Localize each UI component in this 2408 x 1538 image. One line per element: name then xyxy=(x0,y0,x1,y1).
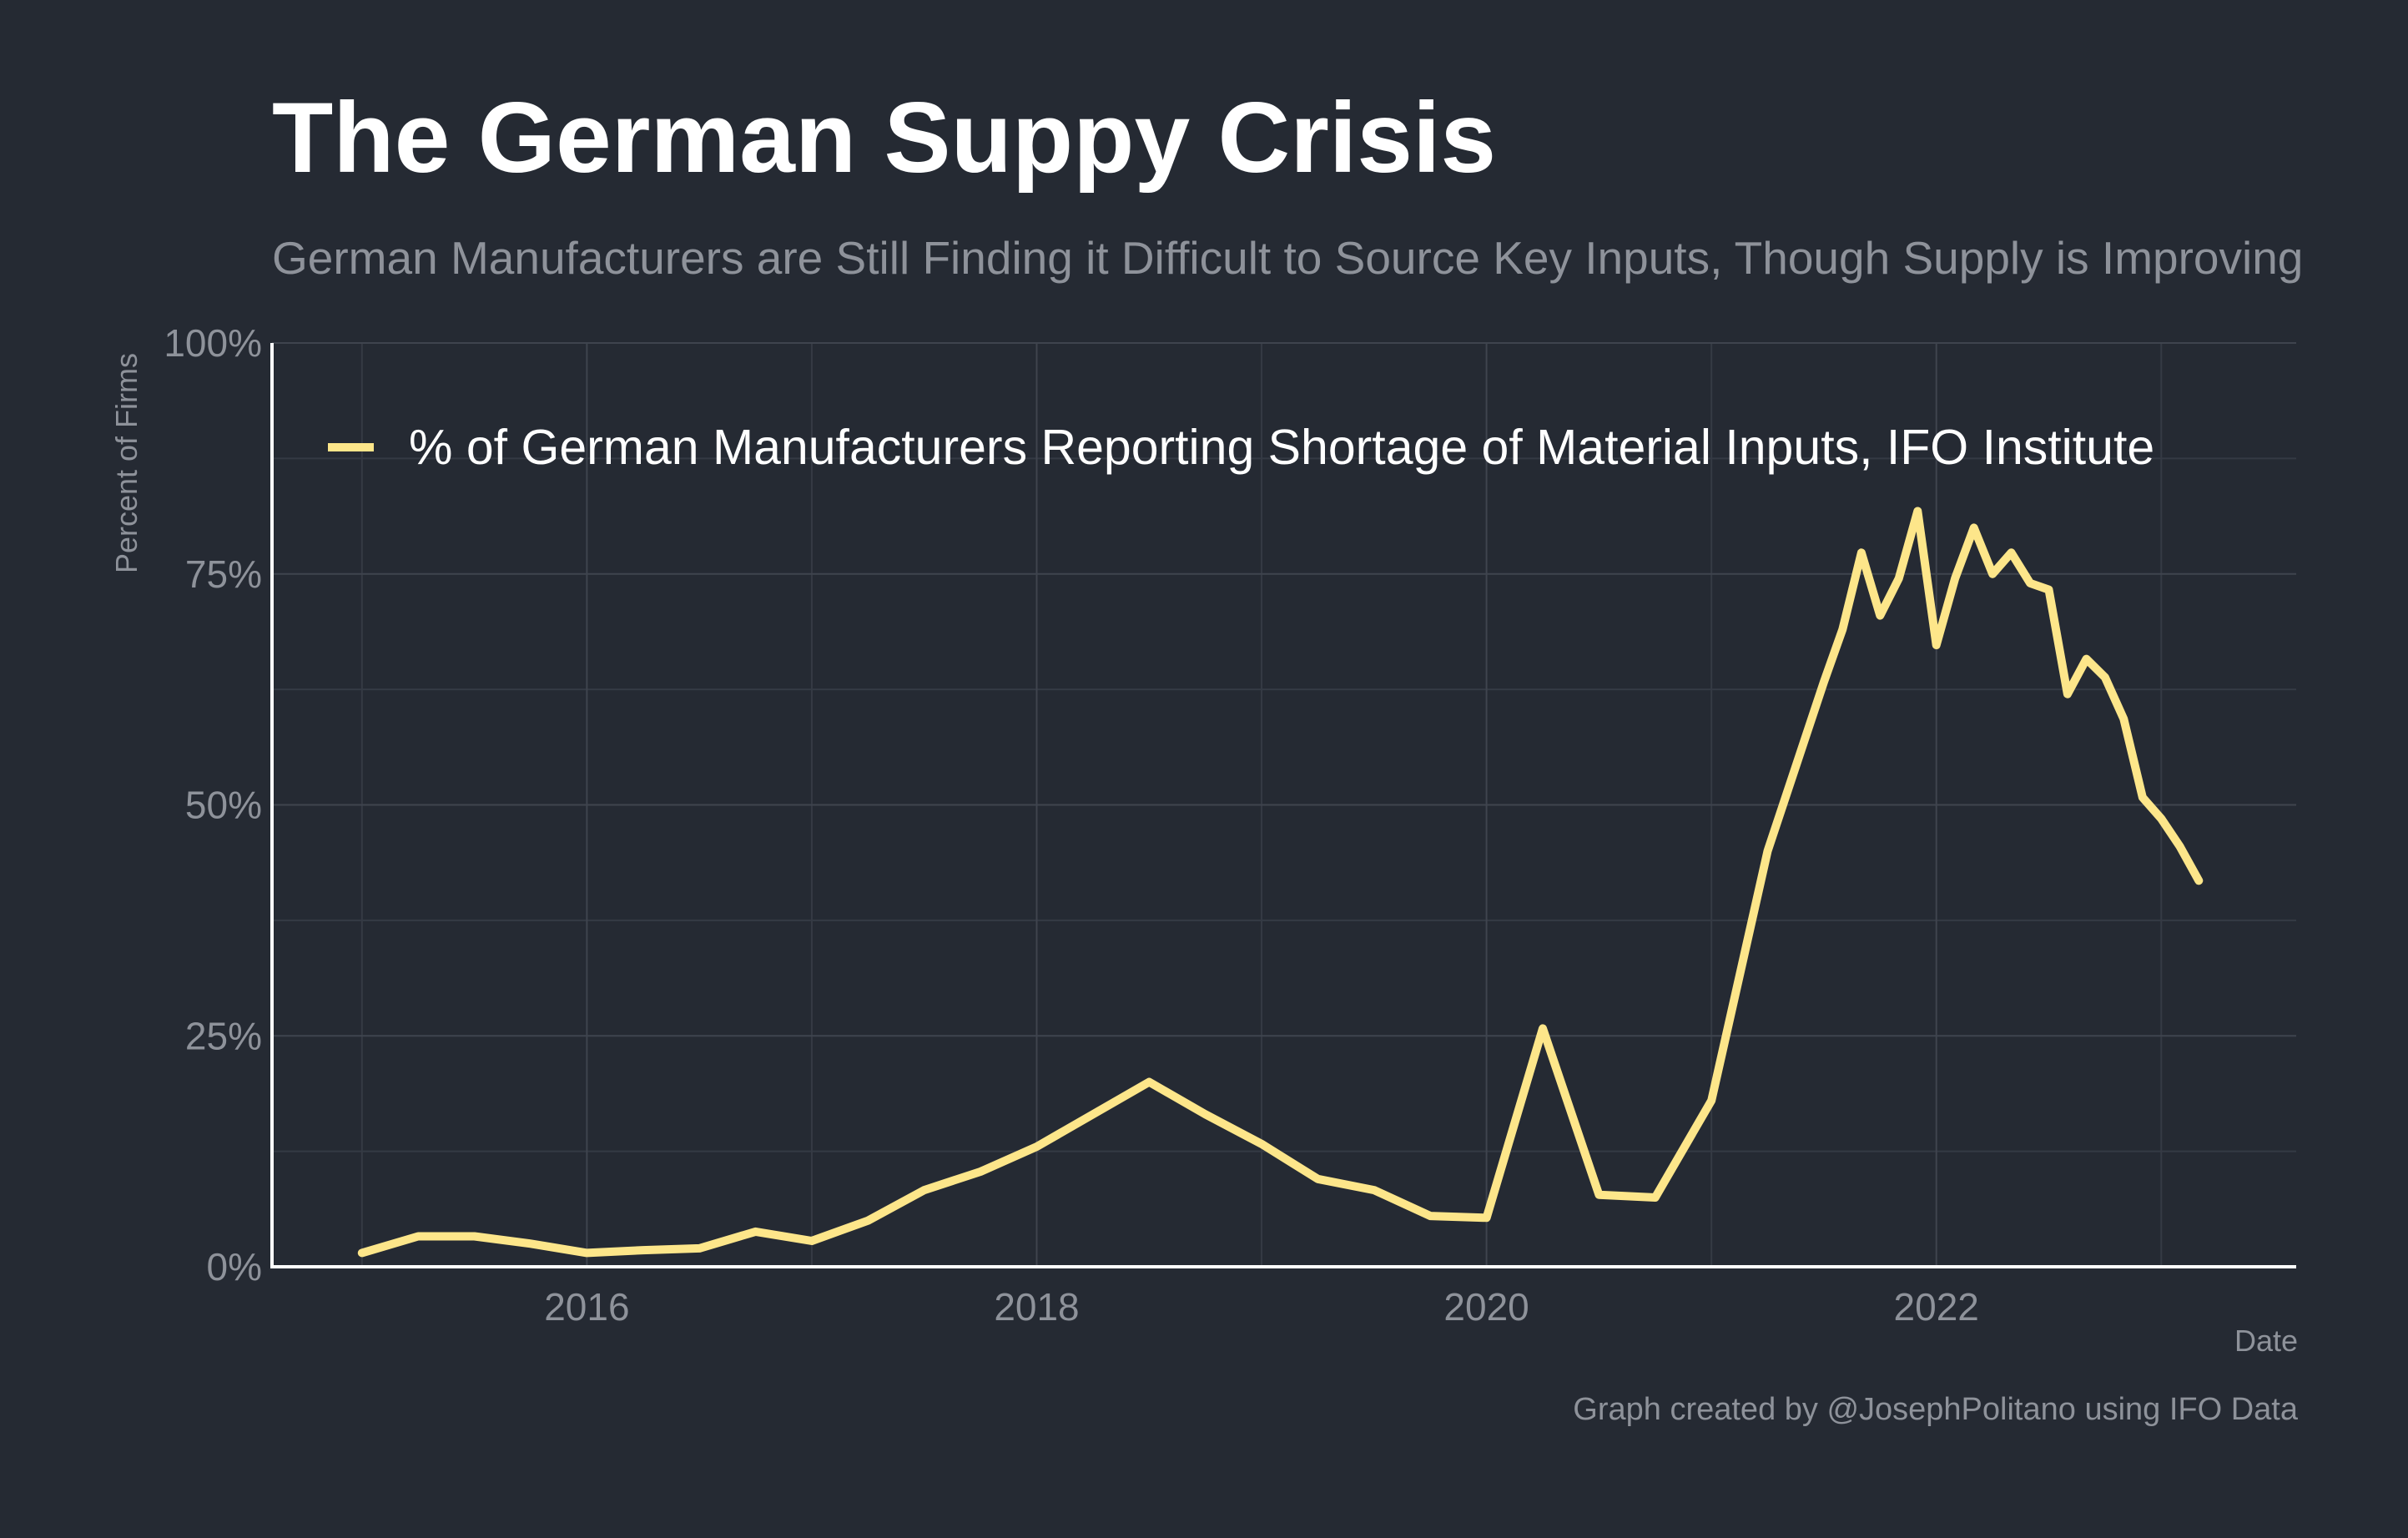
y-tick-label: 25% xyxy=(185,1014,262,1057)
x-tick-label: 2022 xyxy=(1894,1285,1979,1329)
legend-label: % of German Manufacturers Reporting Shor… xyxy=(409,420,2154,475)
major-gridlines xyxy=(272,342,2296,1267)
series-layer xyxy=(357,507,2204,1258)
x-axis-label: Date xyxy=(2234,1324,2298,1358)
y-tick-label: 0% xyxy=(207,1245,262,1288)
axes xyxy=(270,343,2296,1268)
y-tick-label: 75% xyxy=(185,552,262,596)
legend: % of German Manufacturers Reporting Shor… xyxy=(328,420,2154,475)
chart-subtitle: German Manufacturers are Still Finding i… xyxy=(272,232,2304,284)
source-caption: Graph created by @JosephPolitano using I… xyxy=(1573,1392,2298,1427)
y-tick-label: 100% xyxy=(164,321,262,365)
series-line xyxy=(357,507,2204,1258)
x-tick-label: 2016 xyxy=(544,1285,629,1329)
chart-title: The German Suppy Crisis xyxy=(272,82,1497,194)
y-tick-label: 50% xyxy=(185,784,262,827)
x-tick-label: 2020 xyxy=(1443,1285,1529,1329)
tick-labels: 0% 25% 50% 75% 100% 2016 2018 2020 2022 xyxy=(164,321,1979,1329)
x-tick-label: 2018 xyxy=(994,1285,1079,1329)
